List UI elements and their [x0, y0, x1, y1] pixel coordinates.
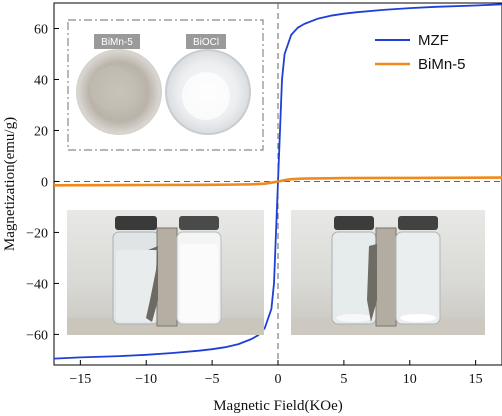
y-tick-label: 40 [34, 73, 48, 88]
powder-label-bioci-bg [186, 34, 226, 49]
powder-label-bimn5-bg [94, 34, 140, 49]
vial-after-left-cap [334, 216, 374, 230]
magnet-block [156, 227, 178, 327]
magnet-wrap-torn-after [367, 244, 377, 322]
powder-sample-bimn5-texture [90, 66, 134, 110]
y-tick-label: −40 [26, 277, 48, 292]
x-tick-label: 0 [275, 372, 282, 387]
y-tick-label: −60 [26, 328, 48, 343]
vial-after-left-sediment [336, 314, 372, 322]
vial-left-cap [115, 216, 157, 230]
axis-layer: −15 −10 −5 0 5 10 15 −60 −40 −20 0 20 40 60 [26, 22, 483, 387]
vial-after-right-cap [398, 216, 438, 230]
photo-after-separation [291, 210, 485, 335]
legend: MZF BiMn-5 [375, 32, 466, 73]
legend-label-mzf: MZF [418, 32, 449, 49]
x-tick-label: 15 [469, 372, 483, 387]
y-tick-label: 0 [41, 175, 48, 190]
x-tick-label: 5 [340, 372, 347, 387]
powder-label-bioci: BiOCl [193, 37, 219, 48]
series-layer [54, 3, 502, 360]
legend-label-bimn5: BiMn-5 [418, 56, 466, 73]
x-tick-label: −5 [205, 372, 220, 387]
vial-after-right-body [395, 231, 441, 325]
powder-inset: BiMn-5 BiOCl [67, 19, 264, 151]
x-axis-title: Magnetic Field(KOe) [213, 398, 343, 414]
y-tick-label: −20 [26, 226, 48, 241]
powder-sample-bioci-texture [182, 72, 230, 120]
vial-left-liquid [116, 250, 156, 322]
powder-label-bimn5: BiMn-5 [101, 37, 133, 48]
vial-right-cap [179, 216, 219, 230]
vial-after-right-sediment [400, 314, 436, 322]
x-tick-label: 10 [403, 372, 417, 387]
vial-right-liquid [180, 244, 218, 322]
photo-before-separation [67, 210, 264, 335]
series-line-bimn5 [54, 176, 502, 187]
x-tick-label: −15 [69, 372, 91, 387]
y-tick-label: 60 [34, 22, 48, 37]
y-axis-title: Magnetization(emu/g) [2, 117, 18, 251]
x-tick-label: −10 [135, 372, 157, 387]
y-tick-label: 20 [34, 124, 48, 139]
magnet-wrap-torn [146, 246, 158, 322]
magnet-block-after [375, 227, 397, 327]
